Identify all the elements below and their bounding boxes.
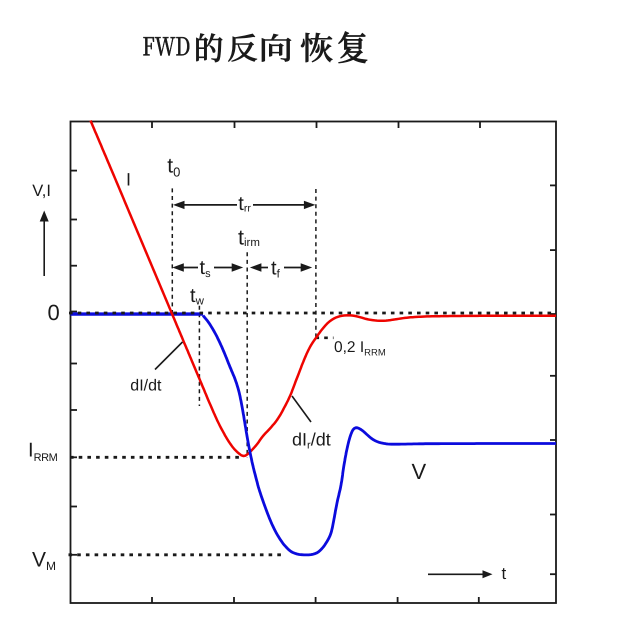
svg-text:ts: ts: [200, 257, 212, 280]
svg-text:IRRM: IRRM: [28, 439, 58, 464]
svg-text:dIr/dt: dIr/dt: [292, 430, 331, 452]
svg-text:t0: t0: [167, 155, 180, 180]
svg-text:tf: tf: [271, 258, 281, 281]
svg-text:I: I: [126, 169, 131, 189]
svg-text:tw: tw: [190, 285, 205, 308]
svg-text:dI/dt: dI/dt: [130, 377, 162, 394]
svg-text:0,2 IRRM: 0,2 IRRM: [334, 339, 386, 359]
svg-text:V: V: [412, 459, 427, 484]
svg-text:VM: VM: [32, 549, 56, 573]
svg-text:0: 0: [48, 300, 60, 325]
svg-text:trr: trr: [238, 193, 251, 215]
svg-text:tirm: tirm: [238, 226, 260, 250]
svg-text:t: t: [502, 564, 507, 583]
svg-text:V,I: V,I: [32, 182, 51, 200]
